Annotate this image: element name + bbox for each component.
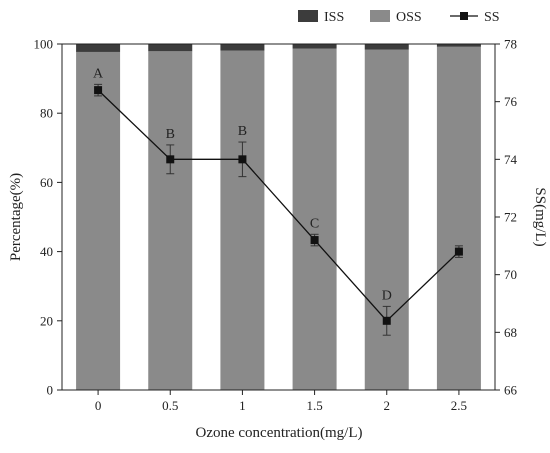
- bar-iss: [436, 44, 481, 47]
- y2-tick-label: 70: [504, 267, 517, 282]
- y2-tick-label: 66: [504, 383, 518, 398]
- y-axis-title: Percentage(%): [8, 173, 24, 261]
- y-tick-label: 60: [40, 175, 53, 190]
- legend-item-ss: SS: [450, 10, 500, 25]
- y2-axis-title: SS(mg/L): [532, 187, 548, 246]
- x-tick-label: 2: [384, 398, 391, 413]
- legend-label-iss: ISS: [324, 10, 344, 25]
- bar-oss: [148, 51, 193, 391]
- bar-iss: [220, 44, 265, 51]
- axes-layer: 0 20 40 60 80 100 66 68 70 72 74 76 78 0 0.5 1 1.5 2 2.5: [34, 37, 518, 414]
- bar-iss: [364, 44, 409, 50]
- y2-tick-label: 76: [504, 94, 518, 109]
- ss-point-marker: [238, 155, 247, 164]
- legend-swatch-oss: [370, 10, 390, 22]
- legend-marker-ss: [460, 12, 468, 20]
- legend-label-oss: OSS: [396, 10, 422, 25]
- y-tick-label: 80: [40, 106, 53, 121]
- y2-tick-label: 68: [504, 325, 517, 340]
- ss-point-marker: [454, 247, 463, 256]
- bar-oss: [76, 51, 121, 390]
- bars-layer: [76, 44, 481, 391]
- y-tick-label: 20: [40, 313, 53, 328]
- y-tick-label: 0: [47, 383, 54, 398]
- x-tick-label: 2.5: [451, 398, 467, 413]
- x-tick-label: 0.5: [162, 398, 178, 413]
- bar-iss: [292, 44, 337, 49]
- line-layer: A B B C D: [93, 66, 463, 336]
- legend-item-oss: OSS: [370, 10, 422, 25]
- bar-iss: [76, 44, 121, 52]
- bar-oss: [292, 48, 337, 391]
- significance-letter: C: [310, 216, 319, 231]
- ss-point-marker: [310, 236, 319, 245]
- bar-oss: [436, 46, 481, 390]
- y-tick-label: 100: [34, 37, 54, 52]
- x-tick-label: 1: [239, 398, 246, 413]
- ss-line: [97, 89, 460, 322]
- x-axis-title: Ozone concentration(mg/L): [195, 425, 362, 441]
- legend: ISS OSS SS: [298, 10, 500, 25]
- legend-item-iss: ISS: [298, 10, 344, 25]
- y-tick-label: 40: [40, 244, 53, 259]
- bar-oss: [220, 50, 265, 390]
- y2-tick-label: 78: [504, 37, 517, 52]
- x-tick-label: 0: [95, 398, 102, 413]
- legend-swatch-iss: [298, 10, 318, 22]
- y2-tick-label: 74: [504, 152, 518, 167]
- significance-letter: D: [382, 288, 392, 303]
- significance-letter: B: [238, 124, 247, 139]
- bar-iss: [148, 44, 193, 52]
- ss-point-marker: [94, 86, 103, 95]
- significance-letter: B: [166, 127, 175, 142]
- ss-point-marker: [382, 316, 391, 325]
- x-tick-label: 1.5: [306, 398, 322, 413]
- ss-point-marker: [166, 155, 175, 164]
- plot-frame: [61, 43, 496, 391]
- y2-tick-label: 72: [504, 210, 517, 225]
- bar-oss: [364, 49, 409, 390]
- significance-letter: A: [93, 66, 104, 81]
- legend-label-ss: SS: [484, 10, 500, 25]
